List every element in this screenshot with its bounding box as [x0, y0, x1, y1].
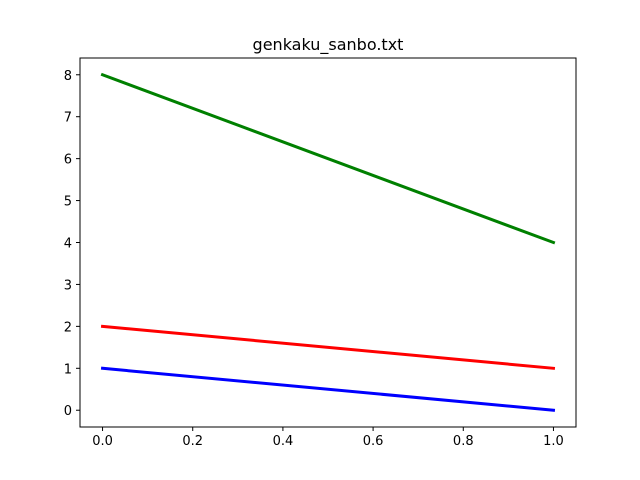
- y-axis: 0 1 2 3 4 5 6 7 8: [64, 69, 80, 419]
- y-tick-label: 3: [64, 278, 72, 293]
- y-tick-label: 6: [64, 153, 72, 168]
- y-tick-label: 7: [64, 111, 72, 126]
- y-tick-label: 0: [64, 404, 72, 419]
- x-tick-label: 0.6: [363, 434, 384, 449]
- x-axis: 0.0 0.2 0.4 0.6 0.8 1.0: [92, 427, 564, 449]
- x-tick-label: 0.0: [92, 434, 113, 449]
- x-tick-label: 0.8: [453, 434, 474, 449]
- series-line-1: [100, 72, 556, 245]
- y-tick-label: 2: [64, 320, 72, 335]
- x-tick-label: 0.4: [273, 434, 294, 449]
- series-line-3: [100, 366, 556, 412]
- y-tick-label: 4: [64, 237, 72, 252]
- x-tick-label: 0.2: [182, 434, 203, 449]
- x-tick-label: 1.0: [543, 434, 564, 449]
- y-tick-label: 8: [64, 69, 72, 84]
- y-tick-label: 5: [64, 195, 72, 210]
- plot-frame: [79, 57, 577, 428]
- chart-title: genkaku_sanbo.txt: [253, 35, 404, 55]
- y-tick-label: 1: [64, 362, 72, 377]
- series-layer: [100, 72, 556, 412]
- series-line-2: [100, 324, 556, 370]
